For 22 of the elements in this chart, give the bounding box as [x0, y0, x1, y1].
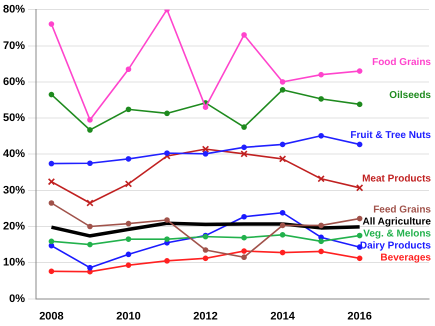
y-tick-label: 0%: [9, 292, 26, 305]
series-label: Feed Grains: [373, 204, 432, 216]
y-tick-label: 30%: [2, 184, 26, 196]
x-tick-label: 2012: [193, 310, 218, 322]
series-label: Meat Products: [362, 174, 432, 185]
x-tick-label: 2008: [39, 310, 64, 322]
x-tick-label: 2014: [270, 310, 296, 322]
y-tick-label: 10%: [2, 256, 26, 269]
x-tick-label: 2010: [116, 310, 141, 322]
y-tick-label: 40%: [2, 148, 26, 160]
series-label: Fruit & Tree Nuts: [350, 130, 432, 142]
y-tick-label: 50%: [2, 112, 26, 124]
y-tick-label: 80%: [2, 4, 26, 16]
x-tick-label: 2016: [347, 310, 372, 322]
y-tick-label: 20%: [2, 220, 26, 233]
series-label: Veg. & Melons: [363, 228, 432, 240]
y-tick-label: 60%: [2, 76, 26, 88]
text: Oilseeds: [389, 90, 432, 102]
series-label: Food Grains: [372, 56, 432, 68]
y-tick-label: 70%: [2, 40, 26, 52]
series-label: Beverages: [380, 252, 432, 264]
series-label: All Agriculture: [362, 216, 432, 228]
